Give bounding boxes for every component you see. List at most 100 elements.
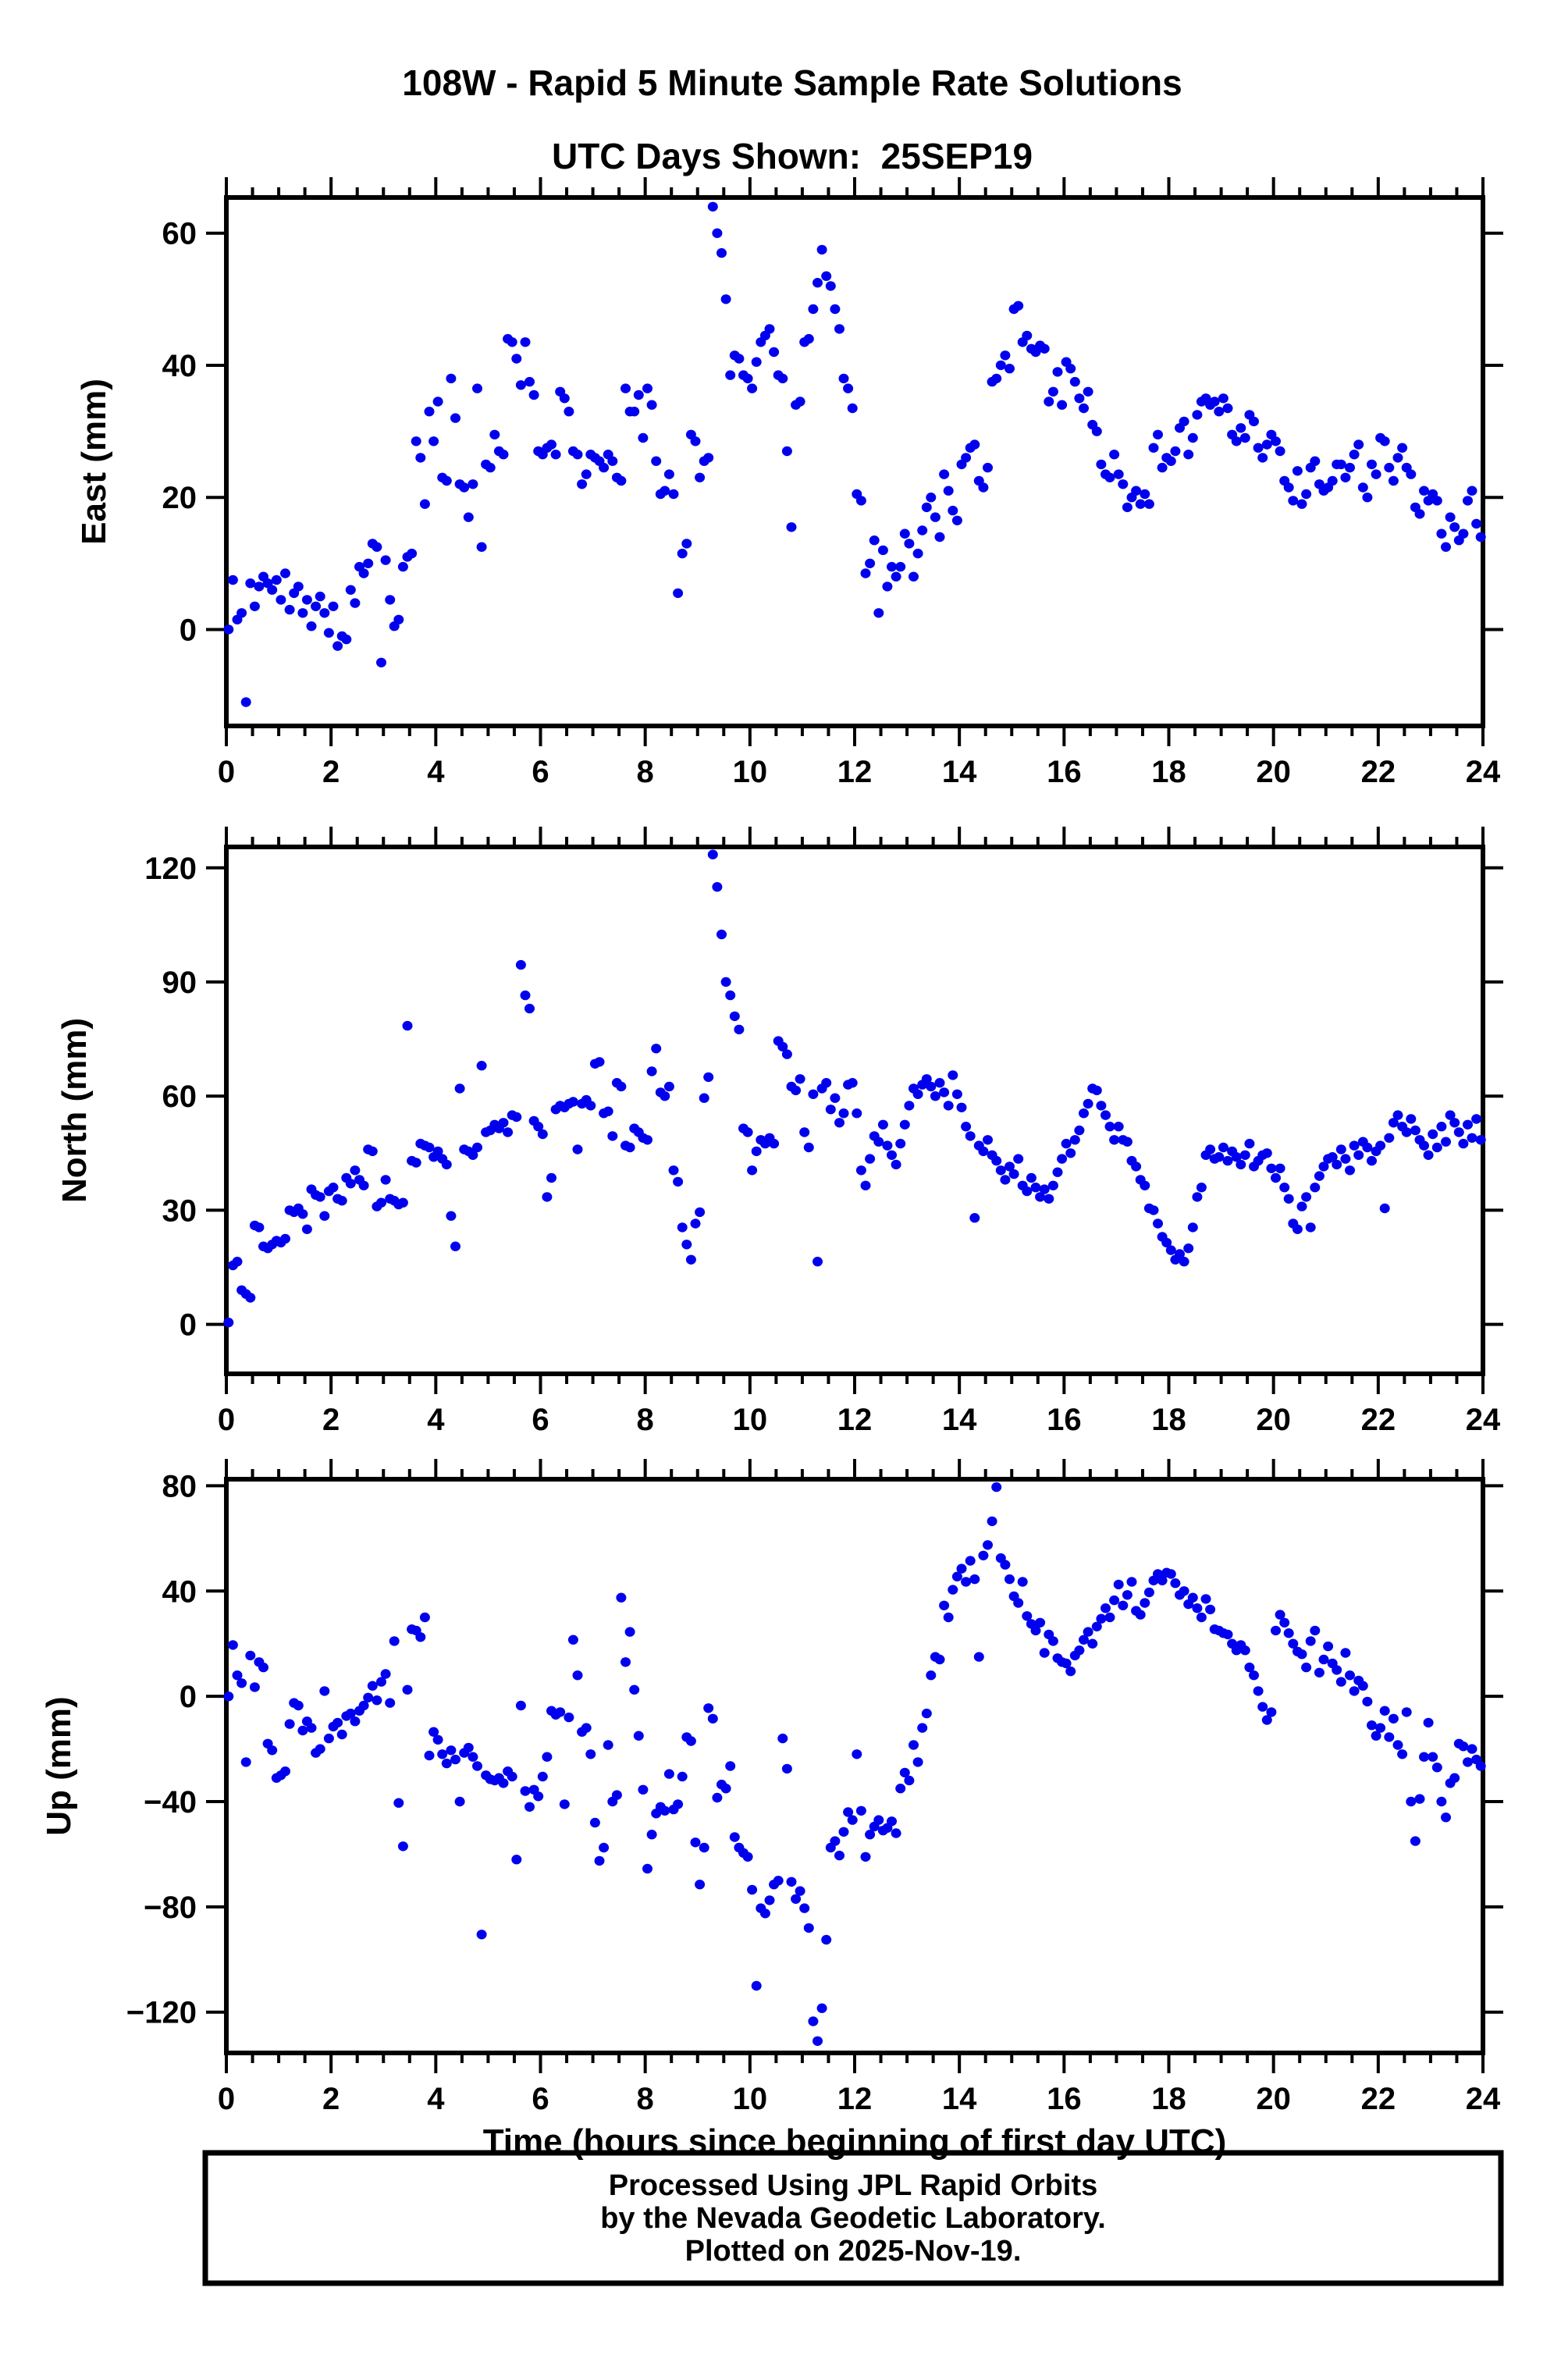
- data-point: [1091, 1085, 1102, 1096]
- data-point: [825, 1105, 836, 1115]
- data-point: [891, 1828, 901, 1838]
- data-point: [397, 1197, 408, 1208]
- data-point: [1109, 450, 1120, 460]
- data-point: [734, 354, 745, 364]
- data-point: [1441, 1137, 1451, 1147]
- data-point: [1310, 1625, 1321, 1636]
- data-point: [319, 608, 330, 618]
- data-point: [1131, 1162, 1142, 1172]
- data-point: [685, 1736, 696, 1746]
- data-point: [1074, 1645, 1085, 1656]
- data-point: [515, 959, 526, 970]
- data-point: [1113, 1122, 1124, 1132]
- data-point: [1179, 416, 1189, 427]
- data-point: [1104, 1122, 1115, 1132]
- data-point: [747, 383, 758, 393]
- y-tick-label: 60: [162, 1080, 197, 1114]
- data-point: [537, 1771, 548, 1782]
- data-point: [1143, 1587, 1154, 1598]
- data-point: [912, 1757, 923, 1767]
- data-point: [1340, 472, 1351, 482]
- data-point: [345, 1179, 356, 1189]
- data-point: [978, 1146, 989, 1157]
- x-tick-label: 16: [1047, 1403, 1082, 1437]
- data-point: [855, 1805, 866, 1816]
- x-tick-label: 6: [532, 2082, 549, 2116]
- data-point: [1301, 1192, 1312, 1202]
- data-point: [607, 1131, 618, 1141]
- data-point: [978, 482, 989, 493]
- data-point: [393, 614, 404, 624]
- data-point: [1397, 443, 1408, 453]
- data-point: [777, 373, 788, 384]
- data-point: [1453, 1127, 1464, 1137]
- data-point: [1388, 475, 1399, 486]
- data-point: [816, 2003, 827, 2013]
- data-point: [1296, 499, 1307, 509]
- data-point: [1475, 532, 1486, 543]
- data-point: [603, 1106, 613, 1116]
- data-point: [699, 1842, 709, 1853]
- data-point: [1135, 1610, 1146, 1620]
- data-point: [1335, 459, 1346, 470]
- data-point: [372, 1695, 382, 1706]
- data-point: [720, 977, 731, 987]
- data-point: [1261, 1148, 1272, 1158]
- data-point: [297, 1209, 308, 1219]
- data-point: [965, 1131, 976, 1141]
- data-point: [1017, 1577, 1028, 1587]
- data-point: [1192, 410, 1203, 420]
- data-point: [376, 1677, 386, 1687]
- data-point: [695, 1207, 706, 1218]
- data-point: [951, 1571, 962, 1581]
- data-point: [1148, 1205, 1159, 1215]
- data-point: [476, 542, 487, 552]
- data-point: [1005, 1162, 1015, 1172]
- data-point: [1008, 1169, 1019, 1179]
- data-point: [1231, 1152, 1242, 1162]
- data-point: [830, 1093, 841, 1103]
- data-point: [402, 1684, 413, 1695]
- data-point: [1419, 486, 1429, 496]
- data-point: [367, 1681, 378, 1691]
- data-point: [690, 436, 701, 446]
- x-tick-label: 18: [1151, 2082, 1186, 2116]
- data-point: [1165, 456, 1176, 466]
- data-point: [428, 1727, 439, 1737]
- data-point: [1039, 1648, 1050, 1658]
- data-point: [786, 1877, 797, 1887]
- data-point: [397, 561, 408, 572]
- data-point: [511, 354, 522, 364]
- data-point: [1236, 1159, 1246, 1170]
- x-tick-label: 14: [942, 2082, 977, 2116]
- data-point: [1192, 1192, 1203, 1202]
- data-point: [847, 403, 858, 414]
- data-point: [315, 591, 325, 602]
- data-point: [1222, 1629, 1233, 1640]
- data-point: [1165, 1569, 1176, 1579]
- data-point: [520, 1786, 531, 1796]
- data-point: [1296, 1201, 1307, 1211]
- data-point: [1327, 475, 1338, 486]
- data-point: [567, 1635, 578, 1645]
- data-point: [1218, 1142, 1229, 1153]
- data-point: [781, 1049, 792, 1059]
- north-axis-label: North (mm): [55, 1018, 94, 1203]
- data-point: [995, 360, 1006, 371]
- data-point: [651, 456, 662, 466]
- data-point: [276, 595, 286, 605]
- data-point: [869, 535, 880, 546]
- data-point: [1431, 496, 1442, 506]
- data-point: [786, 522, 797, 532]
- data-point: [660, 1091, 670, 1101]
- data-point: [948, 1070, 958, 1080]
- data-point: [673, 1176, 684, 1187]
- data-point: [1410, 1125, 1421, 1136]
- data-point: [528, 390, 539, 400]
- data-point: [1340, 1648, 1351, 1658]
- data-point: [533, 1791, 544, 1802]
- data-point: [594, 1057, 605, 1067]
- data-point: [1471, 1114, 1482, 1124]
- data-point: [585, 1101, 596, 1111]
